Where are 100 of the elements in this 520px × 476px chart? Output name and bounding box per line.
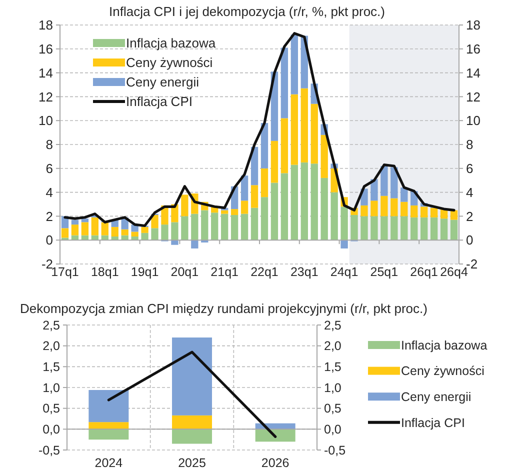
y2-tick-label: 18 xyxy=(466,18,480,33)
bar xyxy=(360,216,368,240)
bar xyxy=(440,218,448,240)
y-tick-label: 8 xyxy=(46,137,53,152)
bar xyxy=(141,226,148,233)
bar xyxy=(171,222,178,240)
bar xyxy=(260,168,268,198)
bar xyxy=(270,182,278,240)
bar xyxy=(191,240,198,248)
y-tick-label: 4 xyxy=(46,184,53,200)
y2-tick-label: 14 xyxy=(466,65,480,80)
bar xyxy=(340,206,348,240)
legend-label: Inflacja bazowa xyxy=(126,36,216,51)
bar xyxy=(201,210,208,240)
x-tick-label: 17q1 xyxy=(51,265,79,279)
bar xyxy=(220,214,228,240)
bar xyxy=(400,216,408,240)
y-tick-label: 0,0 xyxy=(42,422,60,437)
bar xyxy=(211,212,218,240)
y2-tick-label: 2 xyxy=(466,208,474,224)
bar xyxy=(111,226,118,237)
y-tick-label: 10 xyxy=(38,113,53,128)
bar xyxy=(280,48,288,118)
bar xyxy=(141,232,148,240)
y-tick-label: 0,5 xyxy=(42,402,60,416)
bar xyxy=(61,228,69,238)
bar xyxy=(101,222,108,236)
bar xyxy=(330,192,338,240)
bar xyxy=(240,214,248,240)
bar xyxy=(240,200,248,214)
bar xyxy=(410,217,418,240)
bar xyxy=(181,194,188,216)
x-tick-label: 2026 xyxy=(261,456,290,470)
y-tick-label: 2,5 xyxy=(42,318,60,332)
bar xyxy=(310,104,318,164)
bar xyxy=(390,198,398,216)
bar xyxy=(310,164,318,240)
y-tick-label: 18 xyxy=(38,18,53,33)
y-tick-label: 16 xyxy=(38,41,53,56)
bar xyxy=(230,209,238,216)
legend-label: Ceny żywności xyxy=(401,364,484,378)
bar xyxy=(350,215,358,240)
bar xyxy=(250,185,258,208)
y2-tick-label: 0,5 xyxy=(324,402,342,416)
y-tick-label: 2,0 xyxy=(42,339,60,354)
bar xyxy=(255,429,296,442)
bar xyxy=(370,179,378,201)
y2-tick-label: 8 xyxy=(466,137,474,152)
bar xyxy=(290,34,298,94)
bar xyxy=(430,208,438,218)
bar xyxy=(340,240,348,248)
bar xyxy=(260,197,268,240)
bar xyxy=(121,229,128,236)
x-tick-label: 23q1 xyxy=(290,265,318,279)
bar xyxy=(420,217,428,240)
bar xyxy=(88,390,129,422)
y2-tick-label: 10 xyxy=(466,113,480,128)
bar xyxy=(260,122,268,168)
bar xyxy=(320,178,328,240)
bar xyxy=(410,205,418,218)
bar xyxy=(450,220,458,240)
x-tick-label: 25q1 xyxy=(370,265,398,279)
bar xyxy=(191,214,198,240)
bar xyxy=(172,338,212,416)
y2-tick-label: 16 xyxy=(466,41,480,56)
bar xyxy=(360,205,368,216)
bar xyxy=(151,228,158,240)
x-tick-label: 26q4 xyxy=(440,265,468,279)
x-tick-label: 19q1 xyxy=(130,265,159,279)
chart-title: Dekompozycja zmian CPI między rundami projekcyjnymi (r/r, pkt proc.) xyxy=(20,301,428,316)
bar xyxy=(300,162,308,240)
y-tick-label: -2 xyxy=(41,256,53,272)
legend-label: Ceny energii xyxy=(401,390,472,404)
bar xyxy=(380,166,388,196)
y-tick-label: 6 xyxy=(46,160,53,176)
bar xyxy=(270,140,278,183)
x-tick-label: 18q1 xyxy=(90,265,119,279)
x-tick-label: 22q1 xyxy=(250,265,278,279)
legend-label: Inflacja CPI xyxy=(126,94,192,110)
y2-tick-label: 0,0 xyxy=(324,422,342,437)
bar xyxy=(230,215,238,240)
bar xyxy=(91,217,99,236)
y-tick-label: 0 xyxy=(46,232,53,248)
bar xyxy=(290,164,298,240)
x-tick-label: 2024 xyxy=(94,456,123,470)
y-tick-label: -0,5 xyxy=(38,443,60,458)
bar xyxy=(290,94,298,165)
y2-tick-label: 0 xyxy=(466,232,474,248)
bar xyxy=(151,215,158,228)
bar xyxy=(300,88,308,162)
bar xyxy=(250,208,258,240)
bar xyxy=(370,200,378,216)
y2-tick-label: 1,5 xyxy=(324,360,342,374)
y-tick-label: 1,5 xyxy=(42,360,60,374)
bar xyxy=(320,134,328,178)
bar xyxy=(380,196,388,216)
y2-tick-label: -2 xyxy=(466,256,478,272)
y2-tick-label: 2,0 xyxy=(324,339,342,354)
bar xyxy=(131,232,138,237)
bar xyxy=(430,217,438,240)
